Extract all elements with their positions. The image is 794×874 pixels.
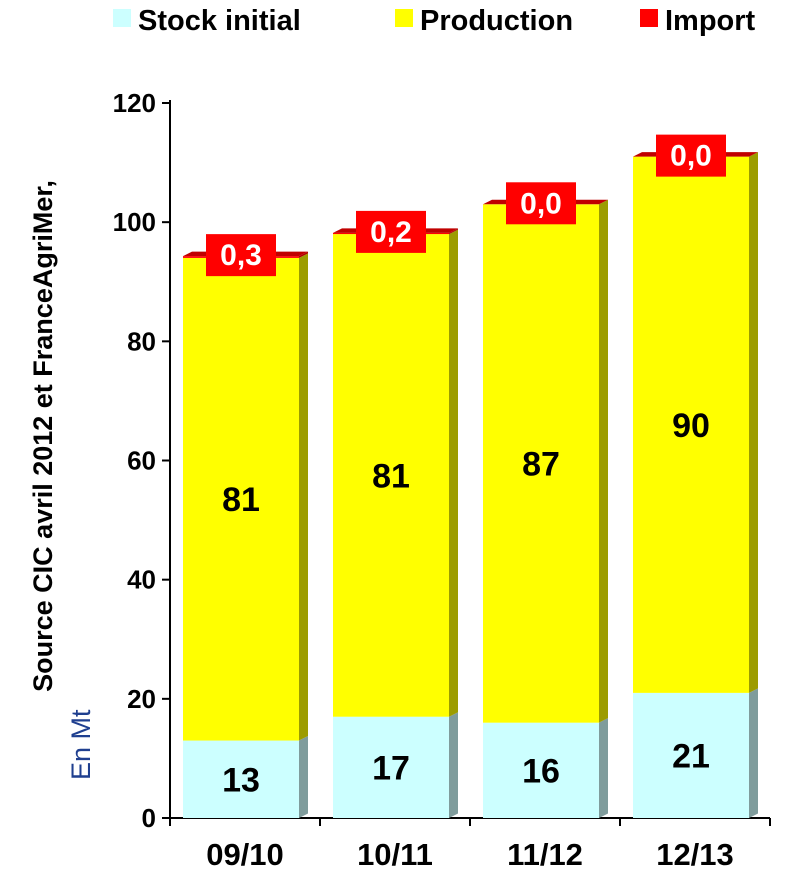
bar-segment: [333, 716, 449, 818]
y-axis-title-unit: En Mt: [66, 709, 96, 780]
data-label: 16: [522, 752, 560, 790]
data-label: 81: [222, 481, 260, 519]
bar-stack: 17 81 0,2: [333, 210, 458, 818]
x-tick-label: 11/12: [507, 837, 583, 872]
data-label-box: [206, 234, 276, 277]
data-label: 0,0: [670, 140, 712, 173]
data-label: 87: [522, 445, 560, 483]
bar-segment-side: [449, 229, 458, 717]
bars: 13 81 0,3 17 81 0,2 16 87 0,0 21 90 0,0: [183, 134, 758, 818]
bar-stack: 13 81 0,3: [183, 234, 308, 818]
bar-segment-side: [449, 712, 458, 818]
data-label: 0,0: [520, 187, 562, 220]
bar-segment-side: [749, 688, 758, 818]
y-tick-label: 0: [142, 803, 156, 833]
y-tick-label: 100: [113, 207, 156, 237]
bar-stack: 21 90 0,0: [633, 134, 758, 818]
axes: 0 20 40 60 80 100 120 09/10 10/11 11/12 12/13: [113, 88, 771, 872]
x-tick-label: 09/10: [206, 837, 284, 872]
data-label: 13: [222, 761, 260, 799]
legend-swatch: [640, 9, 658, 27]
legend-label: Import: [665, 5, 756, 37]
legend-swatch: [395, 9, 413, 27]
bar-segment-side: [599, 199, 608, 723]
y-tick-label: 120: [113, 88, 156, 118]
bar-segment: [183, 257, 299, 741]
bar-segment: [633, 156, 749, 693]
bar-segment: [633, 692, 749, 818]
data-label-box: [356, 210, 426, 253]
data-label: 21: [672, 737, 710, 775]
bar-segment: [483, 722, 599, 818]
bar-segment-side: [449, 228, 458, 235]
data-label: 0,2: [370, 216, 412, 249]
y-axis-title-source: Source CIC avril 2012 et FranceAgriMer,: [28, 180, 58, 692]
bar-segment: [483, 204, 599, 723]
x-tick-label: 12/13: [656, 837, 734, 872]
x-tick-label: 10/11: [357, 837, 433, 872]
bar-segment: [333, 234, 449, 717]
y-tick-label: 20: [127, 684, 156, 714]
legend-label: Stock initial: [138, 5, 301, 37]
y-tick-label: 80: [127, 326, 156, 356]
data-label: 81: [372, 457, 410, 495]
bar-segment-side: [299, 253, 308, 741]
data-label: 0,3: [220, 239, 262, 272]
legend-swatch: [113, 9, 131, 27]
bar-segment-side: [299, 251, 308, 258]
y-tick-label: 60: [127, 446, 156, 476]
legend-label: Production: [420, 5, 573, 37]
data-label-box: [506, 182, 576, 225]
data-label: 17: [372, 749, 410, 787]
bar-segment: [183, 740, 299, 818]
bar-stack: 16 87 0,0: [483, 182, 608, 818]
y-tick-label: 40: [127, 565, 156, 595]
bar-segment-side: [749, 152, 758, 693]
data-label-box: [656, 134, 726, 177]
legend: Stock initial Production Import: [113, 5, 756, 37]
bar-segment-side: [299, 736, 308, 818]
data-label: 90: [672, 407, 710, 445]
bar-segment-side: [599, 718, 608, 818]
y-axis-title: Source CIC avril 2012 et FranceAgriMer, …: [28, 180, 96, 780]
